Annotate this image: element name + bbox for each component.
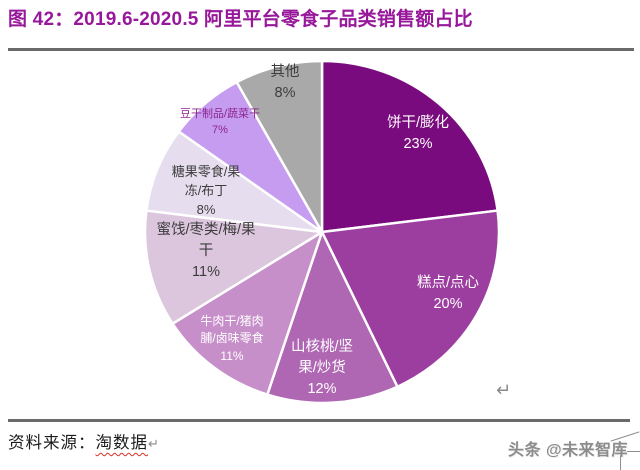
slice-label-4: 牛肉干/猪肉 脯/卤味零食 11% [200,314,264,363]
pie-slice-4 [171,230,324,396]
pie-slice-6 [145,130,324,234]
slice-label-7: 豆干制品/蔬菜干 7% [179,108,261,136]
pie-slice-5 [143,209,324,325]
slice-label-8: 其他 8% [270,64,300,102]
watermark-text: 头条 @未来智库 [508,442,629,459]
paragraph-return-mark: ↵ [496,380,512,401]
pie-slice-7 [177,80,324,234]
pie-slice-3 [266,230,399,405]
source-prefix: 资料来源： [8,433,96,452]
slice-label-5: 蜜饯/枣类/梅/果干 11% [156,222,256,281]
slice-label-6: 糖果零食/果 冻/布丁 8% [171,164,241,217]
source-return-mark: ↵ [148,437,159,452]
source-name: 淘数据 [95,433,148,452]
slice-label-3: 山核桃/坚 果/炒货 12% [290,339,354,398]
pie-slice-2 [320,209,501,388]
slice-label-1: 饼干/膨化 23% [386,115,450,153]
pie-slice-1 [320,59,499,234]
footer-divider [8,419,630,422]
source-line: 资料来源：淘数据↵ [8,429,159,453]
figure-title: 图 42：2019.6-2020.5 阿里平台零食子品类销售额占比 [8,9,473,30]
pie-slice-8 [235,59,324,234]
textbox-corner-box [620,451,640,470]
title-divider [8,48,634,51]
slice-label-2: 糕点/点心 20% [416,275,480,313]
